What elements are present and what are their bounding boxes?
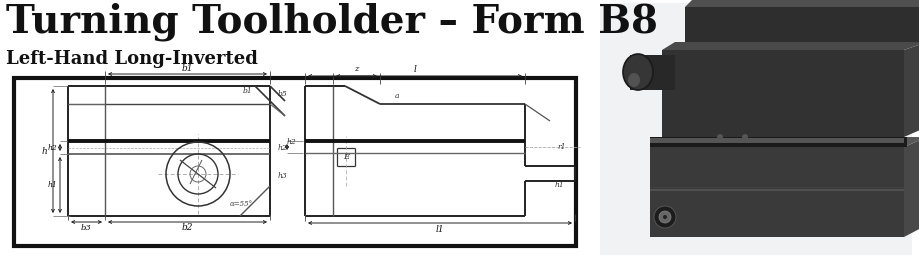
Text: r1: r1 <box>557 143 565 151</box>
Text: b2: b2 <box>181 224 193 232</box>
Circle shape <box>654 206 676 228</box>
Text: α=55°: α=55° <box>230 200 253 208</box>
Circle shape <box>717 134 723 140</box>
Text: l1: l1 <box>436 224 444 233</box>
Text: h2: h2 <box>286 138 296 146</box>
Text: z: z <box>354 65 358 73</box>
Text: E: E <box>343 153 349 161</box>
Text: h2: h2 <box>278 144 288 152</box>
Text: h2: h2 <box>47 144 57 152</box>
Text: h3: h3 <box>278 172 288 180</box>
Polygon shape <box>904 137 919 237</box>
Text: Left-Hand Long-Inverted: Left-Hand Long-Inverted <box>6 50 258 68</box>
Text: b5: b5 <box>278 90 288 98</box>
Text: h: h <box>41 146 47 155</box>
Bar <box>600 3 912 255</box>
Circle shape <box>659 211 671 223</box>
Text: h1: h1 <box>555 181 565 189</box>
Polygon shape <box>650 147 904 237</box>
Polygon shape <box>685 0 919 7</box>
Polygon shape <box>904 42 919 137</box>
Bar <box>650 137 907 147</box>
Bar <box>650 138 904 143</box>
Ellipse shape <box>628 73 640 87</box>
Circle shape <box>742 134 748 140</box>
Text: Turning Toolholder – Form B8: Turning Toolholder – Form B8 <box>6 2 658 41</box>
Polygon shape <box>662 42 919 50</box>
Text: b1: b1 <box>244 87 253 95</box>
Circle shape <box>663 215 667 219</box>
Text: l: l <box>414 64 416 74</box>
Bar <box>630 55 675 90</box>
Polygon shape <box>662 50 904 137</box>
Text: a: a <box>395 92 400 100</box>
Polygon shape <box>650 137 919 147</box>
Text: h1: h1 <box>47 181 57 189</box>
Ellipse shape <box>623 54 653 90</box>
Bar <box>14 78 576 246</box>
Polygon shape <box>685 7 919 42</box>
Text: b1: b1 <box>181 63 193 73</box>
Text: b3: b3 <box>81 224 91 232</box>
